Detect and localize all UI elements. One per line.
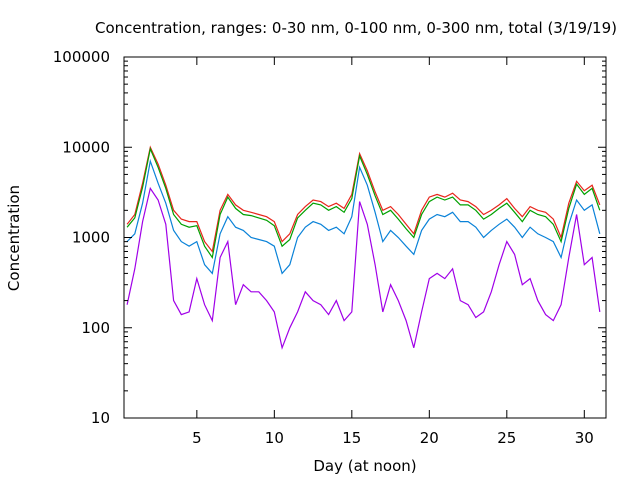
- series-line-1: [126, 145, 601, 253]
- series-line-2: [126, 146, 601, 260]
- y-tick-label: 100000: [53, 48, 110, 66]
- series-lines: [126, 145, 601, 350]
- y-tick-label: 10: [91, 409, 110, 427]
- x-tick-label: 10: [265, 429, 284, 447]
- x-tick-label: 15: [342, 429, 361, 447]
- series-line-4: [126, 186, 601, 350]
- series-line-3: [126, 158, 601, 275]
- y-tick-label: 1000: [72, 229, 110, 247]
- y-axis-ticks: 10 100 1000 10000 100000: [53, 48, 606, 427]
- x-tick-label: 20: [420, 429, 439, 447]
- x-tick-label: 30: [575, 429, 594, 447]
- x-axis-label: Day (at noon): [313, 457, 416, 475]
- plot-frame: [123, 56, 607, 419]
- x-axis-ticks: 5 10 15 20 25 30: [192, 57, 594, 447]
- x-tick-label: 5: [192, 429, 202, 447]
- y-tick-label: 10000: [62, 138, 110, 156]
- x-tick-label: 25: [497, 429, 516, 447]
- y-tick-label: 100: [81, 319, 110, 337]
- y-axis-label: Concentration: [5, 185, 23, 291]
- chart-title: Concentration, ranges: 0-30 nm, 0-100 nm…: [95, 19, 617, 37]
